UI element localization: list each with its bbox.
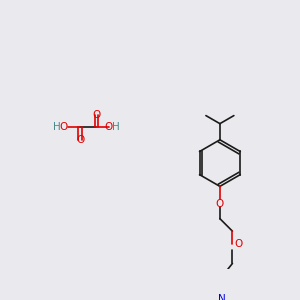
Text: H: H: [112, 122, 120, 132]
Text: H: H: [53, 122, 61, 132]
Text: O: O: [216, 199, 224, 209]
Text: N: N: [218, 294, 226, 300]
Text: O: O: [235, 239, 243, 249]
Text: O: O: [60, 122, 68, 132]
Text: O: O: [92, 110, 100, 120]
Text: O: O: [105, 122, 113, 132]
Text: O: O: [76, 135, 84, 145]
